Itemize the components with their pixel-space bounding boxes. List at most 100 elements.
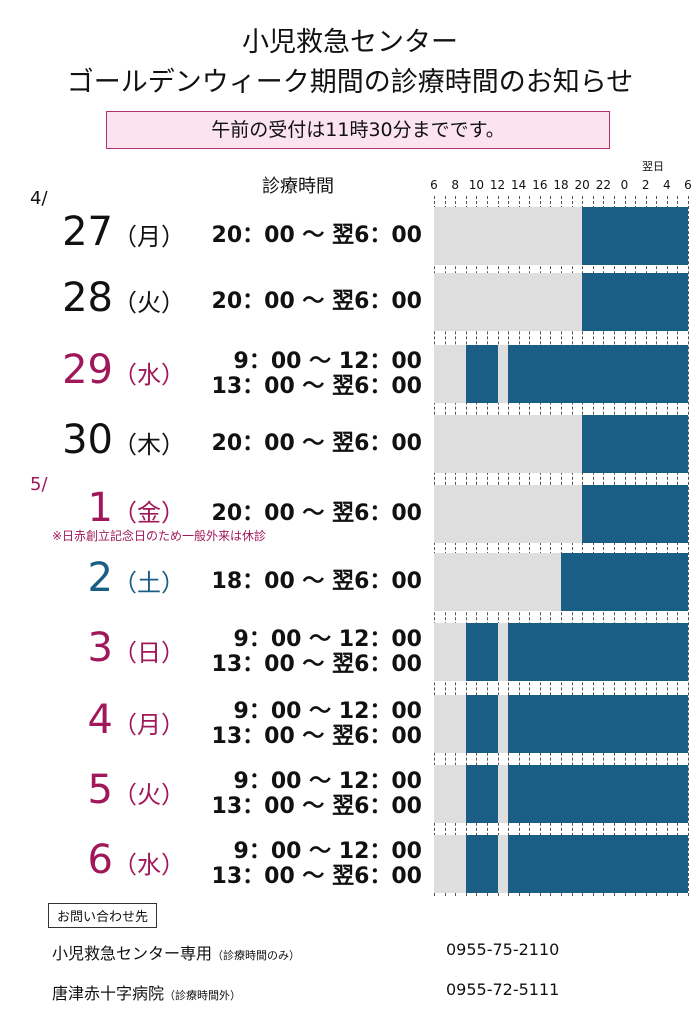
axis-tick: 8 [451,178,459,192]
hours-text: 9：00 ～ 12：00 13：00 ～ 翌6：00 [196,699,422,749]
day-number: 3 [87,625,113,671]
grid-line [486,196,488,896]
weekday: （木） [113,431,185,459]
hours-line: 20：00 ～ 翌6：00 [211,223,422,248]
day-row: 29（水） 9：00 ～ 12：00 13：00 ～ 翌6：00 [0,345,700,403]
open-hours-bar [582,207,688,265]
open-hours-bar [465,695,498,753]
open-hours-bar [508,345,688,403]
hours-line: 13：00 ～ 翌6：00 [211,724,422,749]
weekday: （水） [113,361,185,389]
hours-text: 20：00 ～ 翌6：00 [196,501,422,526]
hours-line: 9：00 ～ 12：00 [233,627,422,652]
month-may: 5/ [30,474,48,495]
date-label: 4（月） [40,697,185,743]
hours-line: 20：00 ～ 翌6：00 [211,431,422,456]
title-line1: 小児救急センター [242,27,458,58]
date-label: 30（木） [40,417,185,463]
day-row: 6（水） 9：00 ～ 12：00 13：00 ～ 翌6：00 [0,835,700,893]
grid-line [582,196,584,896]
hours-text: 20：00 ～ 翌6：00 [196,289,422,314]
day-number: 5 [87,767,113,813]
grid-line [571,196,573,896]
weekday: （火） [113,781,185,809]
day-row: 30（木） 20：00 ～ 翌6：00 [0,415,700,473]
day-number: 1 [87,485,113,531]
axis-tick: 20 [574,178,590,192]
open-hours-bar [465,835,498,893]
open-hours-bar [465,623,498,681]
day-number: 28 [62,275,113,321]
contact-sub: （診療時間のみ） [212,949,301,962]
grid-line [497,196,499,896]
day-number: 4 [87,697,113,743]
title-line2: ゴールデンウィーク期間の診療時間のお知らせ [66,67,634,98]
weekday: （日） [113,639,185,667]
open-hours-bar [508,623,688,681]
hours-line: 13：00 ～ 翌6：00 [211,652,422,677]
weekday: （火） [113,289,185,317]
grid-line [635,196,637,896]
open-hours-bar [508,835,688,893]
axis-tick: 10 [468,178,484,192]
hours-line: 9：00 ～ 12：00 [233,699,422,724]
open-hours-bar [465,765,498,823]
grid-line [455,196,457,896]
grid-line [465,196,467,896]
day-row: 5（火） 9：00 ～ 12：00 13：00 ～ 翌6：00 [0,765,700,823]
day-number: 29 [62,347,113,393]
hours-text: 9：00 ～ 12：00 13：00 ～ 翌6：00 [196,769,422,819]
open-hours-bar [561,553,688,611]
contact-name-2: 唐津赤十字病院（診療時間外） [52,980,241,1004]
axis-tick: 0 [620,178,629,192]
date-label: 1（金） [40,485,185,531]
axis-tick: 18 [553,178,569,192]
open-hours-bar [508,765,688,823]
grid-line [656,196,658,896]
open-hours-bar [508,695,688,753]
hours-line: 18：00 ～ 翌6：00 [211,569,422,594]
axis-tick: 12 [489,178,506,192]
grid-line [666,196,668,896]
contact-label: お問い合わせ先 [48,903,158,928]
hours-line: 13：00 ～ 翌6：00 [211,374,422,399]
axis-tick: 2 [641,178,650,192]
grid-line [444,196,446,896]
grid-line [561,196,562,896]
day-row: 28（火） 20：00 ～ 翌6：00 [0,273,700,331]
grid-line [645,196,647,896]
weekday: （水） [113,851,185,879]
grid-line [529,196,531,896]
weekday: （土） [113,569,185,597]
notice-banner: 午前の受付は11時30分までです。 [106,111,610,149]
closure-note: ※日赤創立記念日のため一般外来は休診 [52,529,267,543]
day-number: 27 [62,209,113,255]
date-label: 6（水） [40,837,185,883]
contact-phone-2: 0955-72-5111 [446,980,560,999]
weekday: （月） [113,711,185,739]
grid-line [434,196,435,896]
grid-line [476,196,478,896]
axis-tick: 6 [430,178,438,192]
grid-line [677,196,679,896]
hours-text: 20：00 ～ 翌6：00 [196,431,422,456]
grid-line [518,196,520,896]
date-label: 27（月） [40,209,185,255]
date-label: 2（土） [40,555,185,601]
axis-tick: 16 [532,178,548,192]
day-number: 6 [87,837,113,883]
hours-text: 9：00 ～ 12：00 13：00 ～ 翌6：00 [196,349,422,399]
hours-line: 13：00 ～ 翌6：00 [211,864,422,889]
day-row: 1（金） 20：00 ～ 翌6：00 [0,485,700,543]
date-label: 29（水） [40,347,185,393]
contact-name: 小児救急センター専用 [52,944,213,963]
axis-tick: 6 [684,178,692,192]
grid-line [688,196,689,896]
hours-header: 診療時間 [262,176,334,197]
axis-tick: 14 [511,178,527,192]
hours-line: 20：00 ～ 翌6：00 [211,289,422,314]
open-hours-bar [582,485,688,543]
hours-line: 9：00 ～ 12：00 [233,349,422,374]
hours-text: 20：00 ～ 翌6：00 [196,223,422,248]
